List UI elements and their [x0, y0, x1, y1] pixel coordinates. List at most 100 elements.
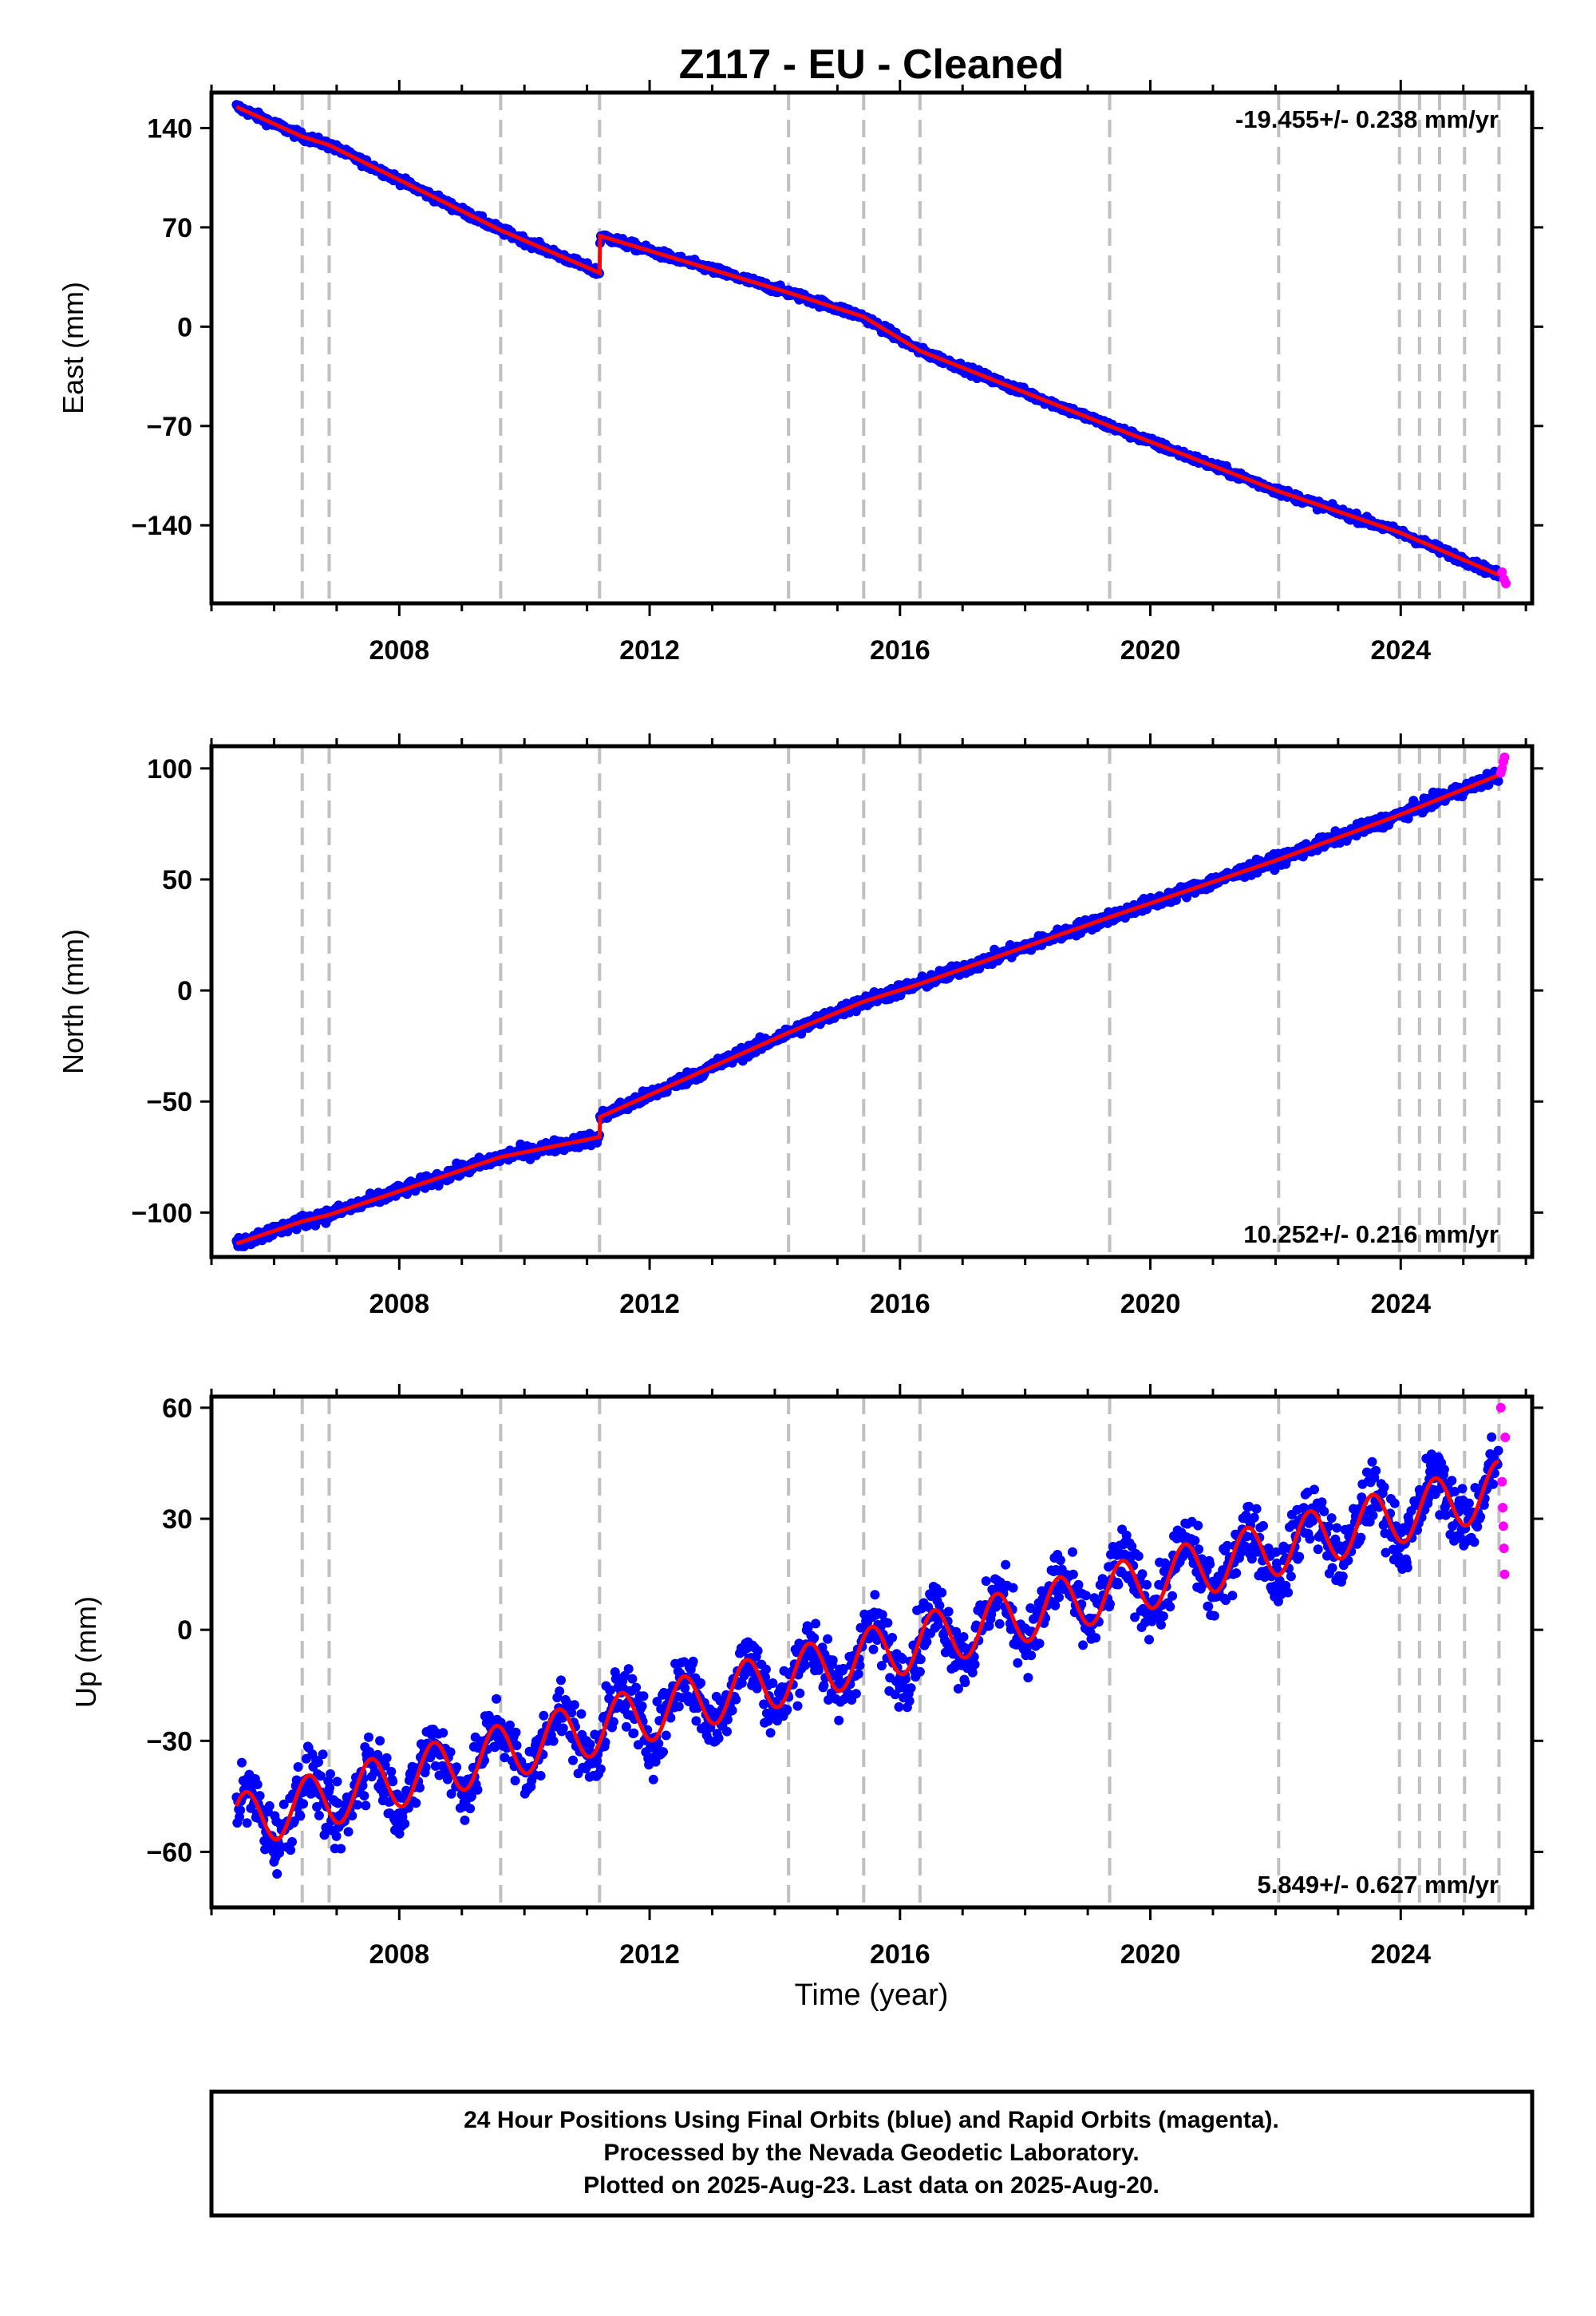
data-point: [648, 1774, 658, 1784]
data-point: [713, 1733, 724, 1744]
data-point: [760, 1664, 771, 1674]
data-point: [325, 1783, 335, 1793]
data-point: [894, 1701, 904, 1712]
data-point: [411, 1798, 421, 1808]
data-point: [548, 1736, 559, 1746]
data-point: [555, 1686, 565, 1697]
data-point: [556, 1675, 566, 1686]
y-tick-label: 50: [162, 865, 192, 895]
data-point: [629, 1728, 639, 1738]
data-point: [1068, 1547, 1077, 1557]
data-point: [828, 1655, 838, 1666]
data-point: [332, 1777, 342, 1787]
data-point: [1156, 1619, 1166, 1630]
data-point: [1209, 1611, 1219, 1621]
x-tick-label: 2020: [1120, 635, 1181, 666]
data-point: [1258, 1520, 1268, 1531]
data-point: [834, 1715, 844, 1725]
data-point: [722, 1726, 732, 1737]
data-point: [915, 1654, 926, 1665]
data-point: [1023, 1673, 1033, 1683]
data-point: [445, 1747, 456, 1757]
data-point: [326, 1769, 335, 1779]
data-point: [336, 1844, 346, 1854]
data-point: [811, 1618, 821, 1629]
data-point: [915, 1666, 925, 1677]
data-point: [576, 1709, 587, 1719]
data-point: [631, 1682, 642, 1693]
data-point: [1283, 1587, 1294, 1598]
y-tick-label: −70: [146, 412, 192, 442]
data-point: [1068, 1569, 1078, 1579]
data-point: [1073, 1579, 1084, 1590]
data-point: [235, 1805, 246, 1816]
data-point: [727, 1705, 737, 1716]
data-point: [1133, 1551, 1144, 1561]
data-point: [472, 1784, 483, 1795]
data-point: [539, 1710, 549, 1721]
data-point: [1091, 1633, 1101, 1643]
x-tick-label: 2024: [1370, 1289, 1431, 1319]
data-point: [765, 1728, 776, 1738]
data-point: [1050, 1600, 1061, 1611]
data-point: [887, 1633, 898, 1642]
x-tick-label: 2024: [1370, 635, 1431, 666]
x-tick-label: 2008: [369, 635, 429, 666]
y-tick-label: −50: [146, 1087, 192, 1117]
data-point: [623, 1664, 634, 1674]
data-point: [638, 1691, 649, 1701]
rapid-point: [1499, 752, 1510, 762]
data-point: [272, 1869, 282, 1879]
rapid-point: [1501, 579, 1511, 589]
rate-annotation-east: -19.455+/- 0.238 mm/yr: [1235, 105, 1499, 133]
data-point: [359, 1791, 369, 1801]
x-tick-label: 2016: [870, 635, 930, 666]
data-point: [1105, 1599, 1115, 1609]
data-point: [438, 1728, 448, 1738]
data-point: [510, 1776, 520, 1786]
y-tick-label: 140: [147, 113, 192, 144]
data-point: [1034, 1638, 1045, 1649]
data-point: [1165, 1602, 1175, 1612]
y-axis-label-north: North (mm): [57, 929, 89, 1074]
data-point: [661, 1730, 671, 1741]
data-point: [331, 1831, 342, 1841]
x-tick-label: 2016: [870, 1289, 930, 1319]
data-point: [637, 1701, 647, 1711]
data-point: [800, 1660, 810, 1670]
data-point: [967, 1667, 978, 1678]
data-point: [904, 1696, 915, 1706]
rate-annotation-north: 10.252+/- 0.216 mm/yr: [1243, 1220, 1499, 1248]
data-point: [782, 1705, 792, 1715]
data-point: [958, 1632, 969, 1642]
data-point: [970, 1659, 980, 1670]
data-point: [286, 1845, 296, 1856]
data-point: [960, 1678, 970, 1688]
y-axis-label-east: East (mm): [57, 282, 89, 414]
data-point: [568, 1755, 578, 1765]
data-point: [1142, 1579, 1152, 1590]
data-point: [1113, 1579, 1124, 1590]
data-point: [535, 1771, 546, 1780]
data-point: [264, 1800, 275, 1811]
data-point: [1078, 1640, 1088, 1650]
data-point: [1313, 1544, 1323, 1555]
data-point: [1008, 1583, 1018, 1593]
data-point: [1294, 1551, 1305, 1562]
data-point: [1080, 1591, 1091, 1601]
data-point: [1231, 1568, 1242, 1579]
y-tick-label: 100: [147, 754, 192, 785]
y-tick-label: −140: [131, 511, 192, 541]
data-point: [1001, 1559, 1011, 1570]
data-point: [511, 1727, 521, 1737]
data-point: [595, 1764, 606, 1774]
data-point: [922, 1637, 932, 1647]
chart-title: Z117 - EU - Cleaned: [679, 41, 1065, 88]
data-point: [237, 1757, 247, 1768]
data-point: [809, 1633, 820, 1643]
data-point: [823, 1634, 833, 1644]
data-point: [696, 1678, 706, 1688]
